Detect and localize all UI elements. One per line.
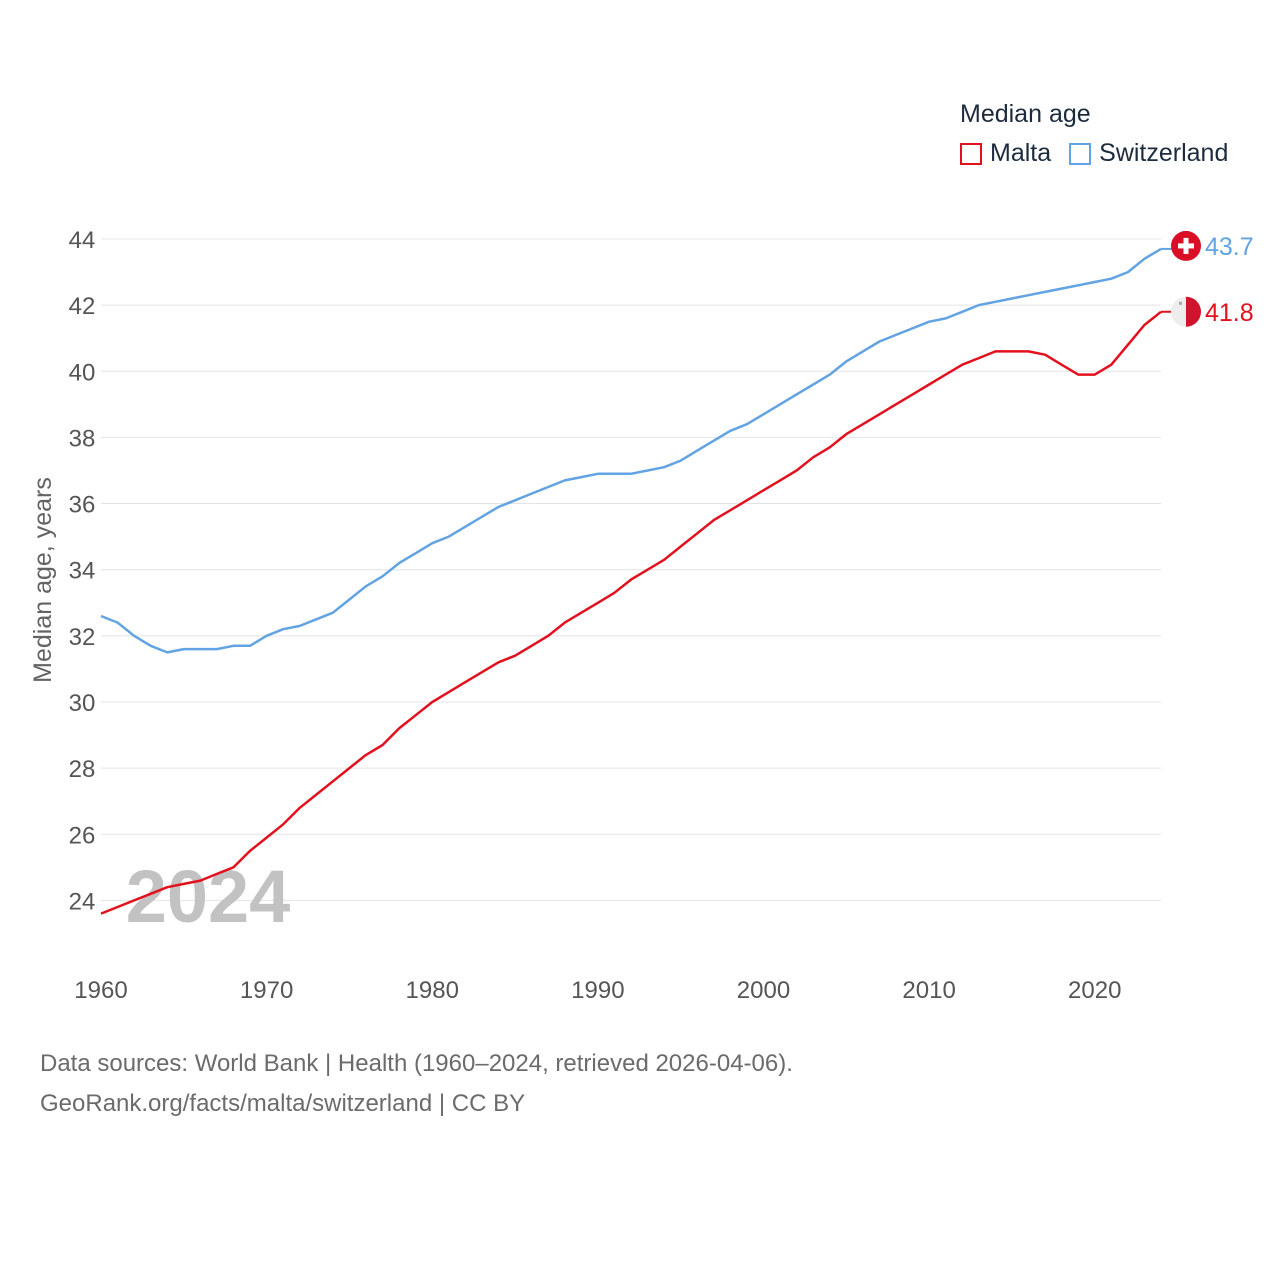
y-tick-44: 44 [69, 227, 96, 254]
x-tick-1970: 1970 [240, 977, 293, 1004]
x-axis-ticks: 1960 1970 1980 1990 2000 2010 2020 [74, 977, 1121, 1004]
y-tick-34: 34 [69, 558, 96, 585]
y-tick-40: 40 [69, 359, 96, 386]
series-line-malta[interactable] [100, 310, 1162, 915]
x-tick-2020: 2020 [1068, 977, 1121, 1004]
x-tick-1990: 1990 [571, 977, 624, 1004]
sources-text: Data sources: World Bank | Health (1960–… [40, 1050, 793, 1077]
legend-swatch-malta [960, 142, 982, 165]
legend-label-malta: Malta [990, 139, 1052, 167]
y-tick-32: 32 [69, 624, 96, 651]
x-tick-2010: 2010 [902, 977, 955, 1004]
y-axis-label: Median age, years [29, 477, 57, 683]
legend-label-switzerland: Switzerland [1099, 139, 1229, 167]
legend-item-malta[interactable]: Malta [960, 139, 1051, 168]
legend-item-switzerland[interactable]: Switzerland [1069, 139, 1228, 168]
x-tick-1980: 1980 [406, 977, 459, 1004]
legend: Median age Malta Switzerland [960, 100, 1246, 168]
end-label-switzerland: 43.7 [1205, 233, 1254, 261]
data-sources: Data sources: World Bank | Health (1960–… [40, 1044, 793, 1124]
legend-title: Median age [960, 100, 1091, 128]
year-watermark: 2024 [126, 855, 291, 938]
y-tick-38: 38 [69, 425, 96, 452]
end-labels: 41.8 43.7 [1161, 230, 1254, 327]
y-tick-42: 42 [69, 293, 96, 320]
x-tick-2000: 2000 [737, 977, 790, 1004]
malta-flag-icon [1171, 296, 1202, 327]
y-tick-26: 26 [69, 822, 96, 849]
credit-link[interactable]: GeoRank.org/facts/malta/switzerland | CC… [40, 1090, 526, 1117]
y-axis-ticks: 24 26 28 30 32 34 36 38 40 42 44 [69, 227, 96, 915]
y-tick-24: 24 [69, 888, 96, 915]
end-label-malta: 41.8 [1205, 299, 1254, 327]
series-line-switzerland[interactable] [100, 247, 1162, 654]
y-tick-30: 30 [69, 690, 96, 717]
grid-lines [101, 238, 1161, 901]
series-lines [100, 247, 1162, 915]
legend-swatch-switzerland [1069, 142, 1092, 165]
y-tick-36: 36 [69, 492, 96, 519]
x-tick-1960: 1960 [74, 977, 127, 1004]
y-tick-28: 28 [69, 756, 96, 783]
switzerland-flag-icon [1171, 230, 1201, 261]
